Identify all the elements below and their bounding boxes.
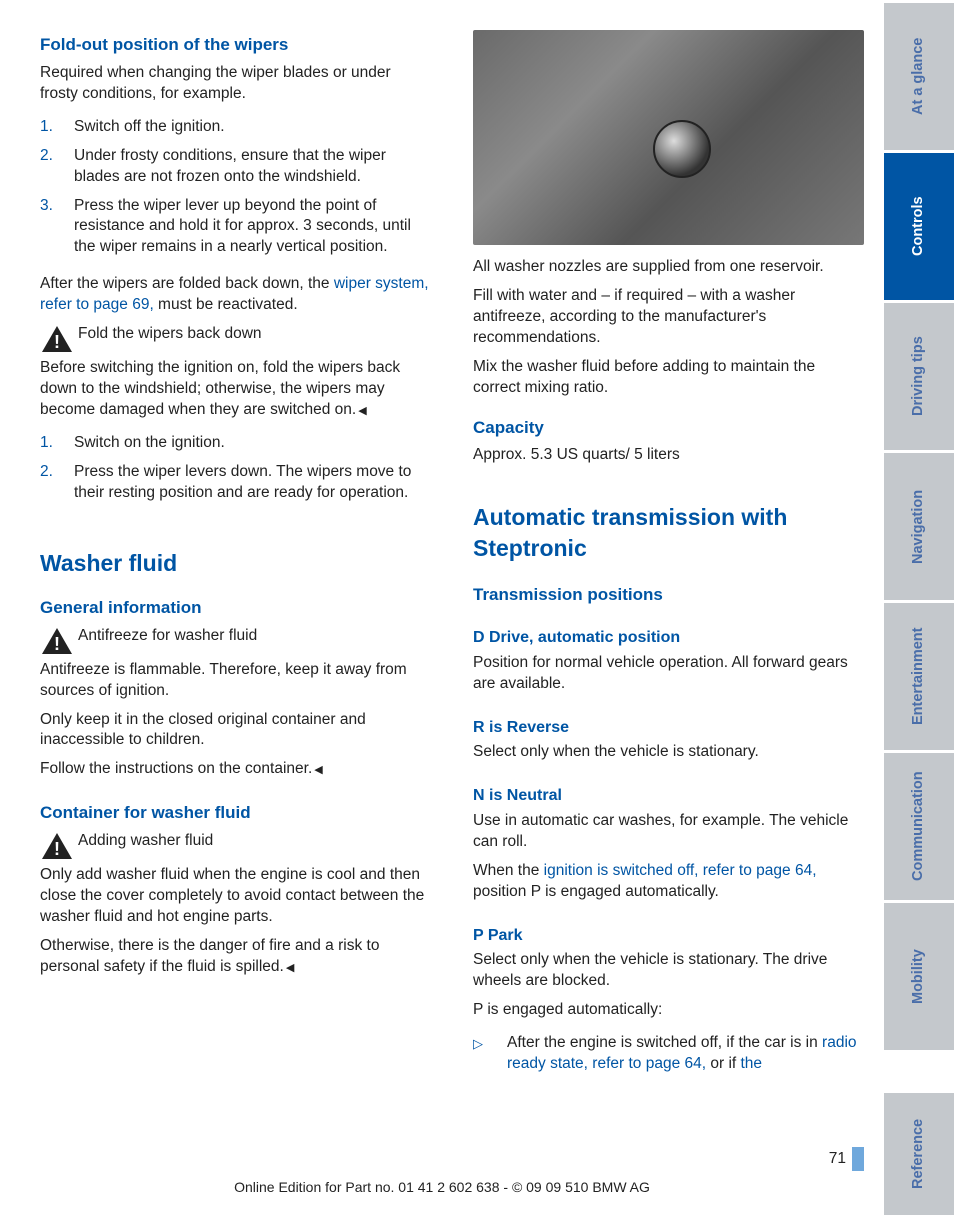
- heading-automatic-transmission: Automatic transmission with Steptronic: [473, 502, 864, 564]
- page-number-wrap: 71: [829, 1147, 864, 1171]
- warning-body: Before switching the ignition on, fold t…: [40, 359, 400, 418]
- warning-body: Only keep it in the closed original cont…: [40, 710, 431, 752]
- d-body: Position for normal vehicle operation. A…: [473, 653, 864, 695]
- tab-driving-tips[interactable]: Driving tips: [884, 300, 954, 450]
- warning-adding-fluid: ! Adding washer fluid Only add washer fl…: [40, 831, 431, 928]
- step-text: Switch off the ignition.: [74, 117, 225, 138]
- n-body: Use in automatic car washes, for example…: [473, 811, 864, 853]
- back-steps: 1.Switch on the ignition. 2.Press the wi…: [40, 433, 431, 512]
- step-number: 2.: [40, 146, 74, 167]
- link-ignition-off[interactable]: ignition is switched off, refer to page …: [544, 862, 817, 879]
- svg-text:!: !: [54, 332, 60, 352]
- page-number-bar: [852, 1147, 864, 1171]
- heading-foldout: Fold-out position of the wipers: [40, 34, 431, 57]
- heading-d-drive: D Drive, automatic position: [473, 627, 864, 649]
- foldout-after: After the wipers are folded back down, t…: [40, 274, 431, 316]
- heading-washer-fluid: Washer fluid: [40, 548, 431, 579]
- step-text: Press the wiper lever up beyond the poin…: [74, 196, 431, 259]
- warning-fold-back: ! Fold the wipers back down Before switc…: [40, 324, 431, 421]
- p-body2: P is engaged automatically:: [473, 1000, 864, 1021]
- warning-title: Antifreeze for washer fluid: [78, 627, 257, 644]
- step-number: 1.: [40, 433, 74, 454]
- svg-text:!: !: [54, 634, 60, 654]
- mix-text: Mix the washer fluid before adding to ma…: [473, 357, 864, 399]
- warning-antifreeze: ! Antifreeze for washer fluid Antifreeze…: [40, 626, 431, 702]
- warning-body: Only add washer fluid when the engine is…: [40, 866, 424, 925]
- p-bullets: ▷ After the engine is switched off, if t…: [473, 1033, 864, 1081]
- heading-p-park: P Park: [473, 925, 864, 947]
- warning-icon: !: [40, 626, 74, 656]
- r-body: Select only when the vehicle is stationa…: [473, 742, 864, 763]
- side-tabs: At a glance Controls Driving tips Naviga…: [884, 0, 954, 1215]
- capacity-value: Approx. 5.3 US quarts/ 5 liters: [473, 445, 864, 466]
- step-text: Press the wiper levers down. The wipers …: [74, 462, 431, 504]
- tab-controls[interactable]: Controls: [884, 150, 954, 300]
- tab-reference[interactable]: Reference: [884, 1090, 954, 1215]
- tab-mobility[interactable]: Mobility: [884, 900, 954, 1050]
- svg-text:!: !: [54, 839, 60, 859]
- heading-capacity: Capacity: [473, 417, 864, 440]
- footer-text: Online Edition for Part no. 01 41 2 602 …: [0, 1178, 884, 1197]
- warning-title: Adding washer fluid: [78, 832, 213, 849]
- foldout-intro: Required when changing the wiper blades …: [40, 63, 431, 105]
- tab-at-a-glance[interactable]: At a glance: [884, 0, 954, 150]
- heading-n-neutral: N is Neutral: [473, 785, 864, 807]
- warning-body: Otherwise, there is the danger of fire a…: [40, 936, 431, 978]
- warning-body: Follow the instructions on the container…: [40, 759, 431, 780]
- warning-title: Fold the wipers back down: [78, 325, 262, 342]
- engine-reservoir-image: [473, 30, 864, 245]
- nozzles-text: All washer nozzles are supplied from one…: [473, 257, 864, 278]
- step-number: 1.: [40, 117, 74, 138]
- fill-text: Fill with water and – if required – with…: [473, 286, 864, 349]
- tab-navigation[interactable]: Navigation: [884, 450, 954, 600]
- n-link-line: When the ignition is switched off, refer…: [473, 861, 864, 903]
- step-number: 2.: [40, 462, 74, 483]
- heading-container: Container for washer fluid: [40, 802, 431, 825]
- heading-general-info: General information: [40, 597, 431, 620]
- tab-entertainment[interactable]: Entertainment: [884, 600, 954, 750]
- link-the[interactable]: the: [741, 1055, 763, 1072]
- warning-icon: !: [40, 324, 74, 354]
- foldout-steps: 1.Switch off the ignition. 2.Under frost…: [40, 117, 431, 267]
- bullet-marker: ▷: [473, 1033, 507, 1053]
- heading-transmission-positions: Transmission positions: [473, 584, 864, 607]
- tab-communication[interactable]: Communication: [884, 750, 954, 900]
- warning-body: Antifreeze is flammable. Therefore, keep…: [40, 661, 407, 699]
- p-body1: Select only when the vehicle is stationa…: [473, 950, 864, 992]
- bullet-text: After the engine is switched off, if the…: [507, 1033, 864, 1075]
- page-number: 71: [829, 1149, 846, 1170]
- step-text: Switch on the ignition.: [74, 433, 225, 454]
- heading-r-reverse: R is Reverse: [473, 717, 864, 739]
- step-text: Under frosty conditions, ensure that the…: [74, 146, 431, 188]
- step-number: 3.: [40, 196, 74, 217]
- warning-icon: !: [40, 831, 74, 861]
